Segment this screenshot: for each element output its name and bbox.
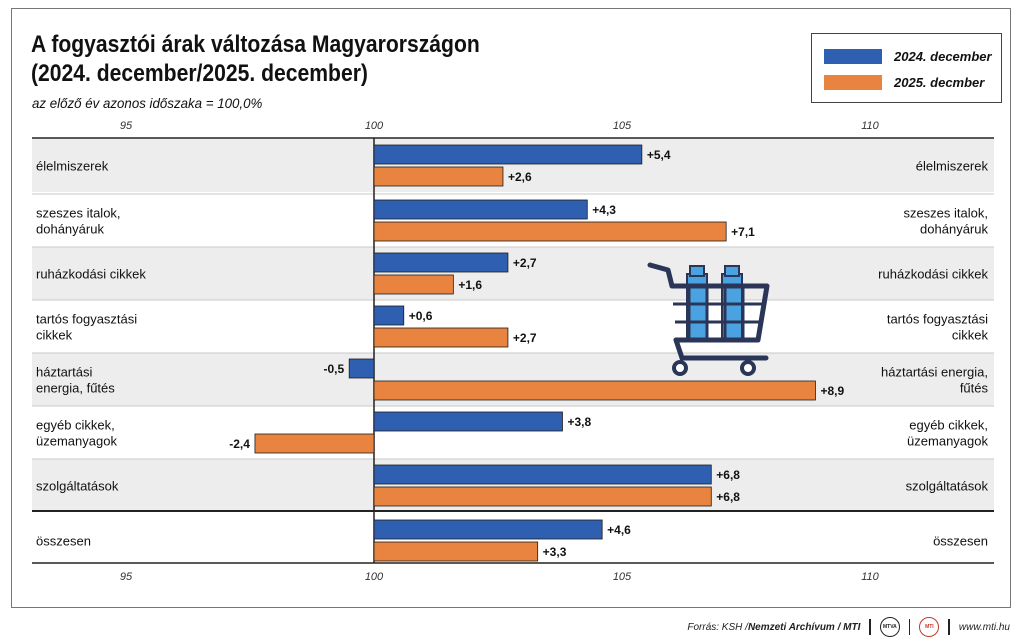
mtva-logo-icon: MTVA <box>879 617 900 637</box>
title-line-2: (2024. december/2025. december) <box>31 60 368 87</box>
shopping-cart-icon <box>647 262 770 376</box>
website-link[interactable]: www.mti.hu <box>958 621 1010 633</box>
footer-separator <box>908 619 911 635</box>
bar-2024 <box>373 464 712 485</box>
category-label-left: cikkek <box>36 328 73 343</box>
data-label: +4,6 <box>607 523 631 537</box>
bar-2024 <box>373 519 603 540</box>
cart-wheel <box>672 360 688 376</box>
category-label-left: üzemanyagok <box>36 434 117 449</box>
data-label: +1,6 <box>458 278 482 292</box>
bar-2024 <box>373 144 643 165</box>
category-label-left: élelmiszerek <box>36 159 109 174</box>
chart-title: A fogyasztói árak változása Magyarország… <box>31 30 480 88</box>
category-label-right: tartós fogyasztási <box>887 312 988 327</box>
data-label: +2,7 <box>513 331 537 345</box>
footer-separator <box>948 619 950 635</box>
category-label-right: dohányáruk <box>920 222 988 237</box>
cart-wheel <box>740 360 756 376</box>
x-tick-label-top: 95 <box>120 120 133 132</box>
bar-2024 <box>373 252 509 273</box>
legend-item-2024: 2024. december <box>824 48 992 64</box>
legend-label-2024: 2024. december <box>894 48 992 64</box>
category-label-right: üzemanyagok <box>907 434 988 449</box>
category-label-left: dohányáruk <box>36 222 104 237</box>
category-label-right: háztartási energia, <box>881 365 988 380</box>
row-background <box>32 247 994 300</box>
category-label-right: fűtés <box>960 381 989 396</box>
data-label: -2,4 <box>229 437 250 451</box>
data-label: +3,8 <box>567 415 591 429</box>
x-tick-label-bottom: 95 <box>120 571 133 583</box>
bar-2025 <box>373 380 816 401</box>
legend-swatch-2024 <box>824 48 882 64</box>
source-prefix: Forrás: KSH / <box>687 621 748 633</box>
data-label: +4,3 <box>592 203 616 217</box>
bottle-1-cap <box>689 265 705 277</box>
category-label-left: szeszes italok, <box>36 206 121 221</box>
bar-2024 <box>373 199 588 220</box>
x-tick-label-bottom: 100 <box>365 571 384 583</box>
bar-2024 <box>348 358 375 379</box>
category-label-right: szeszes italok, <box>903 206 988 221</box>
category-label-right: szolgáltatások <box>906 479 989 494</box>
bar-2025 <box>254 433 375 454</box>
category-label-right: összesen <box>933 534 988 549</box>
mti-logo-icon: MTI <box>919 617 940 637</box>
data-label: +3,3 <box>543 545 567 559</box>
category-label-left: szolgáltatások <box>36 479 119 494</box>
bar-2024 <box>373 305 405 326</box>
x-tick-label-top: 105 <box>613 120 632 132</box>
bottle-2-cap <box>724 265 740 277</box>
footer-separator <box>869 619 871 635</box>
bar-2025 <box>373 166 504 187</box>
data-label: +6,8 <box>716 468 740 482</box>
legend: 2024. december 2025. decmber <box>811 33 1002 103</box>
bar-2025 <box>373 541 539 562</box>
category-label-left: háztartási <box>36 365 92 380</box>
category-label-left: tartós fogyasztási <box>36 312 137 327</box>
category-label-left: egyéb cikkek, <box>36 418 115 433</box>
category-label-left: összesen <box>36 534 91 549</box>
category-label-right: élelmiszerek <box>916 159 989 174</box>
source-name: Nemzeti Archívum / MTI <box>747 621 861 633</box>
row-background <box>32 300 994 353</box>
title-line-1: A fogyasztói árak változása Magyarország… <box>31 31 480 58</box>
data-label: +8,9 <box>820 384 844 398</box>
chart-frame <box>11 8 1011 608</box>
bar-2025 <box>373 274 454 295</box>
x-tick-label-bottom: 110 <box>861 571 879 583</box>
bar-2025 <box>373 327 509 348</box>
data-label: +6,8 <box>716 490 740 504</box>
footer: Forrás: KSH / Nemzeti Archívum / MTI MTV… <box>687 617 1010 637</box>
category-label-right: egyéb cikkek, <box>909 418 988 433</box>
category-label-right: cikkek <box>952 328 989 343</box>
x-tick-label-top: 110 <box>861 120 879 132</box>
data-label: +0,6 <box>409 309 433 323</box>
legend-label-2025: 2025. decmber <box>894 74 985 90</box>
legend-swatch-2025 <box>824 74 882 90</box>
x-tick-label-bottom: 105 <box>613 571 632 583</box>
category-label-right: ruházkodási cikkek <box>878 267 988 282</box>
bar-2025 <box>373 221 727 242</box>
legend-item-2025: 2025. decmber <box>824 74 984 90</box>
data-label: +5,4 <box>647 148 671 162</box>
data-label: -0,5 <box>324 362 345 376</box>
bar-2024 <box>373 411 563 432</box>
data-label: +2,6 <box>508 170 532 184</box>
category-label-left: energia, fűtés <box>36 381 115 396</box>
data-label: +2,7 <box>513 256 537 270</box>
category-label-left: ruházkodási cikkek <box>36 267 146 282</box>
cart-base <box>673 337 769 361</box>
data-label: +7,1 <box>731 225 755 239</box>
chart-subtitle: az előző év azonos időszaka = 100,0% <box>32 95 263 111</box>
bar-2025 <box>373 486 712 507</box>
x-tick-label-top: 100 <box>365 120 384 132</box>
